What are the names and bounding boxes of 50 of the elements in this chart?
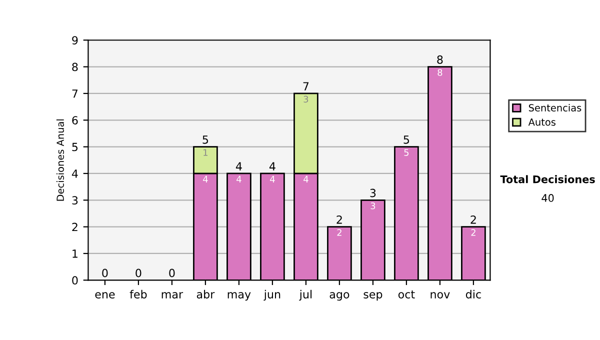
legend-label: Sentencias [528,104,582,112]
y-tick-label: 9 [72,36,78,44]
data-label: 3 [370,202,376,210]
total-label: 8 [437,55,443,64]
total-label: 7 [303,82,309,90]
x-tick-label: sep [364,292,382,301]
data-label: 2 [471,229,476,236]
x-tick-label: jun [264,290,280,301]
y-tick-label: 1 [72,250,78,258]
x-tick-label: feb [130,290,147,298]
total-label: 3 [370,188,376,198]
total-label: 0 [102,268,108,278]
x-tick-label: ene [95,292,115,298]
total-label: 5 [202,136,208,144]
y-tick-label: 3 [72,196,78,205]
y-tick-label: 2 [72,222,78,232]
total-label: 5 [404,136,410,144]
total-label: 2 [336,215,342,224]
text: Total Decisiones [500,175,595,184]
x-tick-label: jul [299,290,312,301]
total-label: 0 [169,268,175,278]
x-tick-label: dic [466,290,481,298]
legend-label: Autos [528,118,556,126]
x-tick-label: may [228,292,251,301]
data-label: 8 [438,69,442,76]
x-tick-label: mar [162,292,184,298]
y-tick-label: 6 [72,116,78,125]
total-label: 2 [470,215,476,224]
x-tick-label: abr [196,290,215,298]
y-axis-title: Decisiones Anual [56,119,64,201]
total-label: 4 [269,162,276,170]
y-tick-label: 8 [72,62,78,72]
y-tick-label: 7 [72,90,78,98]
text: 40 [542,194,554,202]
data-label: 2 [337,229,342,236]
data-label: 3 [304,96,308,103]
y-tick-label: 0 [72,276,78,285]
data-label: 5 [404,149,409,156]
total-label: 0 [136,268,142,278]
total-label: 4 [236,162,242,170]
data-label: 4 [236,176,242,182]
x-tick-label: oct [398,290,415,298]
x-tick-label: nov [430,292,450,298]
data-label: 4 [270,176,275,182]
x-tick-label: ago [330,292,350,301]
y-tick-label: 5 [72,142,78,152]
y-tick-label: 4 [72,170,78,178]
data-label: 1 [204,149,208,156]
data-label: 4 [203,176,208,182]
data-label: 4 [304,176,308,182]
